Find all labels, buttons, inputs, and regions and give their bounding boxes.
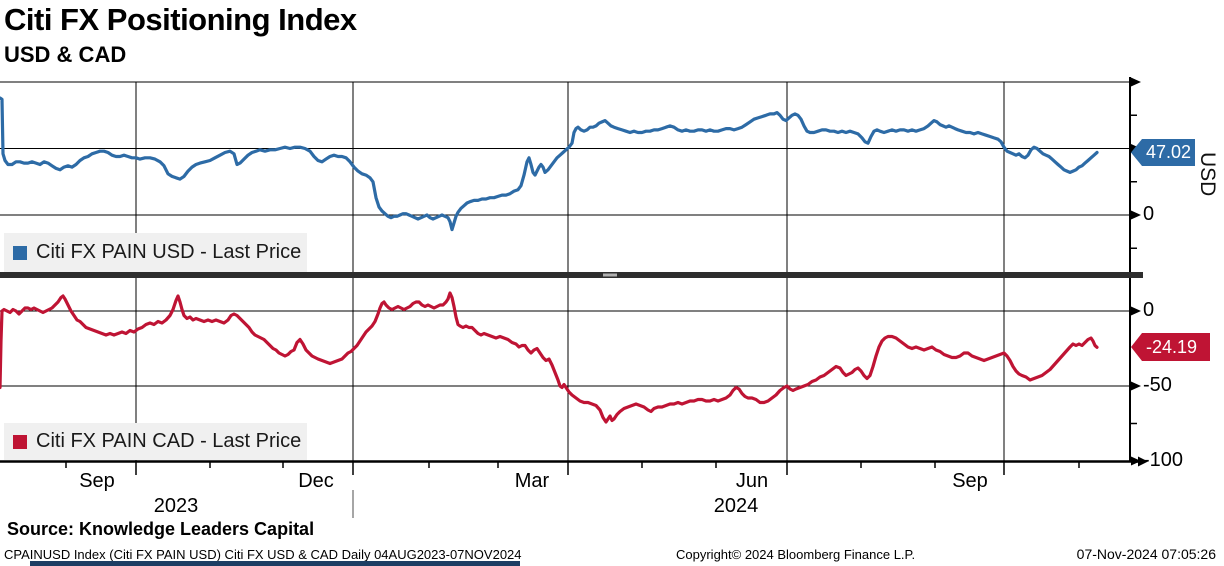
- usd-legend[interactable]: Citi FX PAIN USD - Last Price: [4, 233, 307, 272]
- page-subtitle: USD & CAD: [4, 42, 127, 67]
- copyright-notice: Copyright© 2024 Bloomberg Finance L.P.: [676, 547, 916, 562]
- cad-legend-label: Citi FX PAIN CAD - Last Price: [36, 430, 302, 452]
- cad-last-price-value: -24.19: [1146, 336, 1198, 357]
- cad-last-price-tag: -24.19: [1131, 333, 1210, 361]
- bottom-bar-fragment: [30, 561, 520, 566]
- usd-legend-label: Citi FX PAIN USD - Last Price: [36, 241, 302, 263]
- page-title: Citi FX Positioning Index: [4, 2, 357, 37]
- cad-legend[interactable]: Citi FX PAIN CAD - Last Price: [4, 423, 307, 460]
- usd-last-price-value: 47.02: [1146, 142, 1192, 162]
- usd-last-price-tag: 47.02: [1131, 139, 1195, 166]
- ticker-meta: CPAINUSD Index (Citi FX PAIN USD) Citi F…: [4, 547, 522, 562]
- cad-legend-marker: [13, 434, 27, 449]
- usd-legend-marker: [13, 245, 27, 260]
- source-credit: Source: Knowledge Leaders Capital: [7, 519, 315, 539]
- timestamp: 07-Nov-2024 07:05:26: [1076, 546, 1216, 562]
- usd-axis-label: USD: [1196, 152, 1219, 197]
